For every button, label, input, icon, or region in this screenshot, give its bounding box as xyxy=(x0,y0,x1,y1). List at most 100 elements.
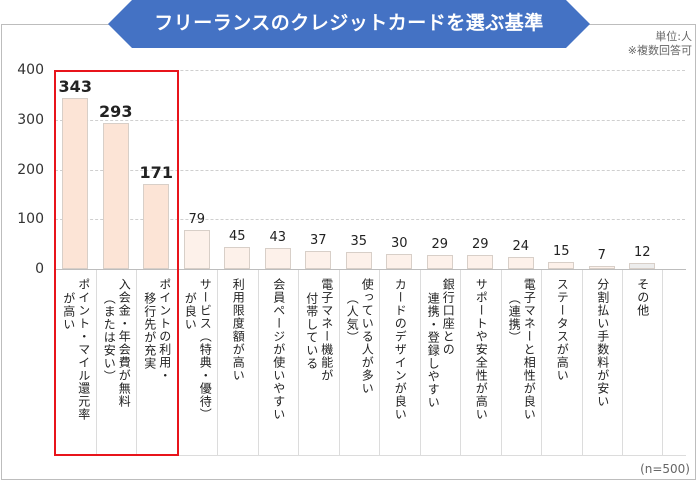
category-cell: サポートや安全性が高い xyxy=(460,270,501,456)
category-label: 銀行口座との 連携・登録しやすい xyxy=(425,278,455,409)
top3-highlight-box xyxy=(54,70,179,456)
category-label: 電子マネーと相性が良い （連携） xyxy=(506,278,536,421)
bar xyxy=(143,183,170,269)
category-label-line: ポイントの利用・ xyxy=(157,278,172,382)
category-label: その他 xyxy=(635,278,650,317)
category-label: ポイントの利用・ 移行先が充実 xyxy=(142,278,172,382)
gridline xyxy=(55,70,685,71)
bar-value-label: 15 xyxy=(552,243,570,259)
category-label-line: 電子マネーと相性が良い xyxy=(522,278,537,421)
category-cell: サービス（特典・優待） が良い xyxy=(176,270,218,456)
gridline xyxy=(55,169,685,171)
bar xyxy=(467,254,494,269)
y-tick-label: 400 xyxy=(17,62,44,78)
bar-value-label: 29 xyxy=(431,236,449,252)
bar xyxy=(224,246,251,269)
bar-value-label: 24 xyxy=(512,239,530,255)
category-label: サポートや安全性が高い xyxy=(473,278,488,421)
bar-value-label: 43 xyxy=(269,229,287,245)
unit-label: 単位:人 xyxy=(655,30,692,43)
category-label-line: が高い xyxy=(61,292,76,331)
category-label-line: カードのデザインが良い xyxy=(393,278,408,421)
bar-value-label: 45 xyxy=(228,228,246,244)
bar-value-label: 293 xyxy=(99,102,133,122)
x-axis xyxy=(55,269,686,270)
category-label-line: 移行先が充実 xyxy=(142,292,157,370)
category-label: ポイント・マイル還元率 が高い xyxy=(61,278,91,421)
category-label: ステータスが高い xyxy=(554,278,569,382)
chart-title: フリーランスのクレジットカードを選ぶ基準 xyxy=(154,12,544,34)
bar-value-label: 79 xyxy=(188,211,206,227)
bar-value-label: 171 xyxy=(139,162,173,182)
banner-shape xyxy=(108,0,590,48)
bar xyxy=(588,265,615,269)
bar xyxy=(62,98,89,269)
category-cell: 入会金・年会費が無料 （または安い） xyxy=(95,270,137,456)
category-label: 会員ページが使いやすい xyxy=(271,278,286,421)
category-label-line: サービス（特典・優待） xyxy=(198,278,213,421)
category-label-line: 分割払い手数料が安い xyxy=(595,278,610,408)
category-label: 分割払い手数料が安い xyxy=(595,278,610,408)
category-label-line: が良い xyxy=(183,292,198,331)
y-tick-label: 200 xyxy=(17,161,44,178)
category-label-line: （または安い） xyxy=(102,292,117,383)
category-label-line: 会員ページが使いやすい xyxy=(271,278,286,421)
bar-value-label: 37 xyxy=(309,232,327,248)
category-label-line: その他 xyxy=(635,278,650,317)
bar-value-label: 7 xyxy=(597,247,606,263)
category-label-line: （連携） xyxy=(507,292,522,344)
bar xyxy=(426,254,453,269)
category-label-line: 付帯している xyxy=(304,292,319,370)
category-cell: ポイント・マイル還元率 が高い xyxy=(55,270,96,456)
category-label-line: 連携・登録しやすい xyxy=(426,292,441,409)
bar-value-label: 12 xyxy=(633,245,651,261)
bar-value-label: 35 xyxy=(350,233,368,249)
category-label-line: （人気） xyxy=(345,292,360,344)
gridline xyxy=(55,219,685,221)
unit-note: 単位:人 ※複数回答可 xyxy=(628,30,692,58)
sample-size-note: (n=500) xyxy=(640,462,690,476)
category-cell: カードのデザインが良い xyxy=(379,270,420,456)
bar-value-label: 29 xyxy=(471,236,489,252)
y-tick-label: 100 xyxy=(17,211,44,228)
title-banner: フリーランスのクレジットカードを選ぶ基準 xyxy=(108,0,590,48)
category-label-line: 銀行口座との xyxy=(441,278,456,356)
y-tick-label: 300 xyxy=(17,111,44,128)
category-cell: 利用限度額が高い xyxy=(217,270,258,456)
bar-value-label: 343 xyxy=(58,77,92,97)
category-label: サービス（特典・優待） が良い xyxy=(182,278,212,421)
y-tick-label: 0 xyxy=(35,261,44,277)
bar xyxy=(264,247,291,269)
category-label: 入会金・年会費が無料 （または安い） xyxy=(101,278,131,408)
category-label: 利用限度額が高い xyxy=(230,278,245,382)
category-label: カードのデザインが良い xyxy=(392,278,407,421)
category-label-line: 使っている人が多い xyxy=(360,278,375,395)
bar xyxy=(629,263,656,269)
bar xyxy=(386,254,413,269)
category-label-line: ステータスが高い xyxy=(555,278,570,382)
category-label-line: サポートや安全性が高い xyxy=(474,278,489,421)
multi-answer-label: ※複数回答可 xyxy=(627,44,692,57)
category-label: 使っている人が多い （人気） xyxy=(344,278,374,395)
category-cell: 電子マネーと相性が良い （連携） xyxy=(500,270,542,456)
category-bottom-border xyxy=(55,455,686,456)
bar xyxy=(345,251,372,269)
category-cell: ステータスが高い xyxy=(541,270,582,456)
bar xyxy=(507,257,534,269)
category-label-line: 利用限度額が高い xyxy=(231,278,246,382)
category-cell: 分割払い手数料が安い xyxy=(581,270,623,456)
category-cell: 銀行口座との 連携・登録しやすい xyxy=(419,270,461,456)
bar-value-label: 30 xyxy=(390,236,408,252)
category-label-line: ポイント・マイル還元率 xyxy=(76,278,91,421)
category-label-line: 電子マネー機能が xyxy=(319,278,334,382)
bar xyxy=(305,250,332,269)
bar xyxy=(102,123,129,269)
bar xyxy=(183,229,210,269)
gridline xyxy=(55,119,685,121)
category-cell: その他 xyxy=(622,270,663,456)
category-label: 電子マネー機能が 付帯している xyxy=(304,278,334,382)
category-cell: ポイントの利用・ 移行先が充実 xyxy=(136,270,177,456)
bar xyxy=(548,261,575,269)
category-label-line: 入会金・年会費が無料 xyxy=(117,278,132,408)
category-cell: 電子マネー機能が 付帯している xyxy=(298,270,339,456)
